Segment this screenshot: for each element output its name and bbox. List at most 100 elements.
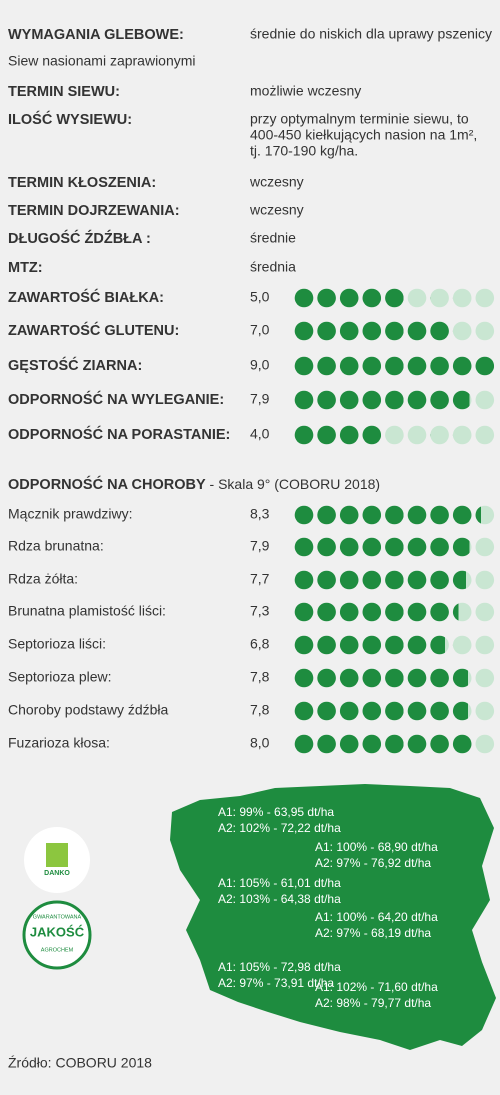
rating-dot: [317, 288, 336, 308]
rating-dot: [362, 288, 382, 308]
map-a1: A1: 100% - 68,90 dt/ha: [315, 840, 438, 854]
rating-value: 8,3: [250, 506, 270, 522]
rating-value: 7,3: [250, 603, 270, 619]
rating-dot: [452, 570, 472, 590]
map-a2: A2: 102% - 72,22 dt/ha: [218, 821, 341, 835]
rating-dot: [407, 321, 427, 341]
rating-value: 5,0: [250, 289, 270, 305]
rating-dot: [294, 635, 314, 655]
rating-dot: [385, 570, 404, 590]
badge-bottom: AGROCHEM: [41, 947, 74, 953]
rating-value: 8,0: [250, 735, 270, 751]
rating-dot: [452, 635, 472, 655]
map-a1: A1: 105% - 72,98 dt/ha: [218, 960, 341, 974]
rating-label: ODPORNOŚĆ NA PORASTANIE:: [8, 425, 230, 443]
rating-dot: [430, 288, 449, 308]
rating-dot: [407, 390, 427, 410]
rating-dot: [385, 505, 404, 525]
map-a2: A2: 98% - 79,77 dt/ha: [315, 996, 431, 1010]
rating-dot: [407, 701, 427, 721]
rating-label: Rdza żółta:: [8, 571, 78, 587]
row-label: TERMIN SIEWU:: [8, 84, 120, 100]
row-label: TERMIN KŁOSZENIA:: [8, 175, 156, 191]
rating-dot: [407, 537, 427, 557]
rating-dot: [317, 701, 336, 721]
rating-dot: [430, 537, 449, 557]
map-a2: A2: 97% - 68,19 dt/ha: [315, 926, 431, 940]
rating-label: ODPORNOŚĆ NA WYLEGANIE:: [8, 390, 224, 408]
row-value: średnie do niskich dla uprawy pszenicy: [250, 26, 492, 42]
rating-dot: [339, 425, 359, 445]
rating-dot: [317, 425, 336, 445]
rating-dot: [339, 701, 359, 721]
rating-dot: [294, 288, 314, 308]
rating-dot: [385, 321, 404, 341]
rating-dot: [362, 635, 382, 655]
rating-dot: [339, 288, 359, 308]
rating-dot: [362, 570, 382, 590]
rating-dot: [407, 288, 427, 308]
quality-badge: [22, 900, 92, 970]
rating-dot: [317, 635, 336, 655]
rating-dot: [475, 425, 495, 445]
rating-dot: [430, 701, 449, 721]
rating-dot: [385, 635, 404, 655]
rating-dot: [430, 668, 449, 688]
rating-dot: [430, 734, 449, 754]
row-value: wczesny: [249, 202, 304, 218]
row-value: wczesny: [249, 174, 304, 190]
rating-dot: [452, 425, 472, 445]
rating-label: Brunatna plamistość liści:: [8, 603, 166, 619]
rating-label: ZAWARTOŚĆ GLUTENU:: [8, 321, 179, 339]
rating-dot: [475, 602, 495, 622]
rating-dot: [317, 390, 336, 410]
rating-dot: [339, 668, 359, 688]
rating-value: 7,8: [250, 702, 270, 718]
rating-dot: [430, 321, 449, 341]
rating-dot: [317, 668, 336, 688]
rating-dot: [362, 425, 382, 445]
rating-dot: [317, 570, 336, 590]
rating-dot: [294, 537, 314, 557]
rating-dot: [317, 734, 336, 754]
map-a2: A2: 103% - 64,38 dt/ha: [218, 892, 341, 906]
rating-dot: [339, 602, 359, 622]
rating-label: GĘSTOŚĆ ZIARNA:: [8, 356, 142, 374]
row-label: TERMIN DOJRZEWANIA:: [8, 203, 180, 219]
rating-dot: [339, 356, 359, 376]
rating-value: 9,0: [250, 357, 270, 373]
rating-dot: [475, 288, 495, 308]
rating-label: Septorioza liści:: [8, 636, 106, 652]
rating-dot: [385, 288, 404, 308]
disease-header-title: ODPORNOŚĆ NA CHOROBY: [8, 475, 206, 493]
rating-dot: [385, 602, 404, 622]
map-a2: A2: 97% - 73,91 dt/ha: [218, 976, 334, 990]
disease-header: ODPORNOŚĆ NA CHOROBY - Skala 9° (COBORU …: [8, 475, 380, 493]
rating-dot: [294, 321, 314, 341]
rating-dot: [362, 356, 382, 376]
rating-dot: [339, 321, 359, 341]
rating-dot: [317, 537, 336, 557]
rating-dot: [475, 635, 495, 655]
rating-dot: [294, 570, 314, 590]
rating-dot: [475, 701, 495, 721]
rating-value: 7,0: [250, 322, 270, 338]
row-value-line: 400-450 kiełkujących nasion na 1m²,: [250, 127, 477, 143]
rating-dot: [294, 701, 314, 721]
rating-dot: [430, 356, 449, 376]
rating-value: 7,8: [250, 669, 270, 685]
rating-dot: [339, 537, 359, 557]
source: Źródło: COBORU 2018: [8, 1055, 152, 1071]
rating-dot: [294, 390, 314, 410]
map-a1: A1: 99% - 63,95 dt/ha: [218, 805, 334, 819]
row-value: średnia: [250, 259, 296, 275]
rating-dot: [385, 668, 404, 688]
rating-label: Rdza brunatna:: [8, 538, 104, 554]
rating-label: Choroby podstawy źdźbła: [8, 702, 169, 718]
rating-dot: [294, 734, 314, 754]
rating-dot: [362, 734, 382, 754]
rating-label: Mącznik prawdziwy:: [8, 506, 132, 522]
rating-dot: [475, 321, 495, 341]
